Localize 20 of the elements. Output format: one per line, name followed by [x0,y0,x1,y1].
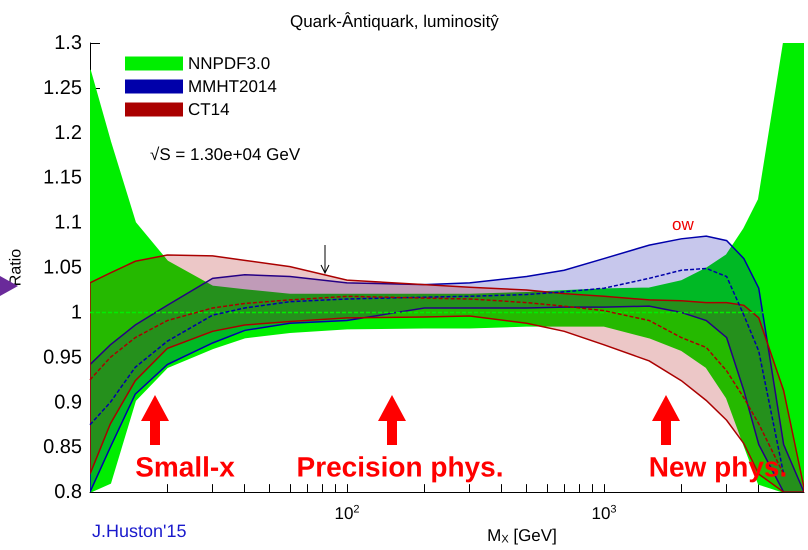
y-tick-label: 1.15 [43,166,82,189]
annotation: Precision phys. [296,452,504,482]
y-tick-label: 0.85 [43,436,82,458]
y-tick-label: 1.1 [54,212,82,234]
y-tick-label: 0.95 [43,346,82,368]
y-tick-label: 0.8 [54,481,82,504]
y-tick-label: 1.05 [43,256,82,279]
y-tick-label: 0.9 [54,391,82,414]
text: J.Huston'15 [92,521,186,541]
y-tick-label: 1.25 [43,76,82,99]
chart-title: Quark-Ântiquark, luminositŷ [290,12,500,31]
legend-label: NNPDF3.0 [188,54,270,73]
legend-label: CT14 [188,100,230,119]
annotation: ow [672,215,694,234]
y-tick-label: 1 [70,301,82,324]
annotation: √S = 1.30e+04 GeV [150,145,301,164]
annotation: Small-x [135,452,236,482]
y-tick-label: 1.2 [54,122,82,144]
legend-label: MMHT2014 [188,77,277,96]
y-tick-label: 1.3 [54,32,82,54]
